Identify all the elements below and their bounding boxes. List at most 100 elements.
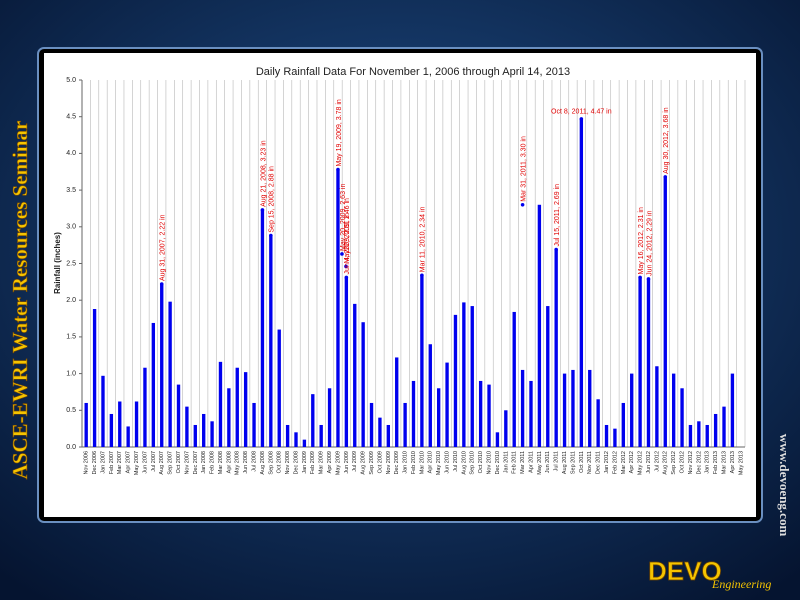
x-tick-label: Dec 2007 [193,451,199,475]
bar [353,303,357,447]
y-tick-label: 0.5 [66,407,76,414]
annotation-point [663,175,668,179]
bar [445,362,449,447]
x-tick-label: Feb 2013 [713,451,719,474]
x-tick-label: Jul 2012 [654,451,660,472]
y-tick-label: 1.5 [66,334,76,341]
bar [92,309,97,447]
x-tick-label: Nov 2006 [84,451,90,475]
annotation: Jun 24, 2012, 2.29 in [646,210,653,275]
bar [638,277,642,447]
y-tick-label: 2.0 [66,297,76,304]
bar [260,209,265,447]
bar [101,375,105,447]
x-tick-label: Feb 2008 [210,451,216,474]
bar [655,366,659,447]
bar [428,344,432,447]
bar [277,329,281,447]
bar [436,388,441,447]
x-tick-label: Feb 2007 [109,451,115,474]
bar [663,176,667,447]
bar [243,372,248,447]
x-tick-label: Jan 2010 [403,451,409,474]
bar [630,373,634,447]
annotation: May 19, 2009, 3.78 in [336,99,343,166]
x-tick-label: Apr 2012 [629,451,635,473]
x-tick-label: May 2007 [134,451,140,475]
x-tick-label: Jun 2009 [344,451,350,474]
x-tick-label: Feb 2010 [411,451,417,474]
x-tick-label: Apr 2008 [226,451,232,473]
y-tick-label: 2.5 [66,260,76,267]
bar [705,424,709,447]
x-tick-label: Jun 2007 [142,451,148,474]
website: www.devoeng.com [777,434,792,537]
x-tick-label: Sep 2011 [570,451,576,474]
y-tick-label: 3.0 [66,224,76,231]
bar [411,380,416,447]
bar [118,401,122,447]
bar [269,235,273,447]
bar [311,394,315,447]
annotation-point [579,117,584,121]
bar [596,399,600,447]
bar [697,421,701,447]
bar [529,380,533,447]
x-tick-label: Mar 2007 [117,451,123,474]
x-tick-label: Jan 2009 [302,451,308,474]
bar [336,169,340,447]
y-tick-label: 4.0 [66,150,76,157]
annotation-point [340,252,344,256]
annotation: Aug 30, 2012, 3.68 in [663,107,670,174]
bar [378,417,382,447]
bar [168,301,172,447]
bar [722,406,726,447]
x-tick-label: Sep 2009 [369,451,375,475]
annotation-point [344,275,349,280]
bar [571,369,575,447]
bar [520,369,525,447]
x-tick-label: Feb 2009 [310,451,316,474]
x-tick-label: Oct 2008 [277,451,283,473]
annotation: Aug 31, 2007, 2.22 in [160,214,167,281]
bar [453,314,458,447]
annotation-point [638,275,642,280]
x-tick-label: Jul 2008 [251,451,257,472]
bar [495,432,500,447]
x-tick-label: Mar 2012 [621,451,627,474]
x-tick-label: Jan 2008 [201,451,207,474]
y-axis-label: Rainfall (inches) [53,232,62,294]
x-tick-label: Apr 2007 [126,451,132,473]
bar [193,424,197,447]
bar [302,439,307,447]
x-tick-label: Jun 2011 [545,451,551,473]
bar [562,373,567,447]
bar [420,275,424,447]
logo: DEVO [648,556,722,586]
bar [487,384,491,447]
annotation: Aug 21, 2008, 3.23 in [260,140,267,207]
x-tick-label: Aug 2010 [461,451,467,475]
bar [134,401,139,447]
bar [613,428,617,447]
y-tick-label: 4.5 [66,114,76,121]
y-tick-label: 1.0 [66,370,76,377]
x-tick-label: Apr 2009 [327,451,333,473]
x-tick-label: Mar 2010 [419,451,425,474]
x-tick-label: Dec 2008 [293,451,299,475]
x-tick-label: Jun 2010 [445,451,451,474]
x-tick-label: Jul 2007 [151,451,157,472]
bar [210,421,214,447]
bar [470,306,474,447]
bar [386,424,391,447]
bar [202,413,206,447]
bar [285,424,290,447]
bar [537,204,542,447]
bar [235,367,239,447]
x-tick-label: Nov 2008 [285,451,291,475]
bar [688,424,693,447]
x-tick-label: Jul 2011 [554,451,560,471]
bar [84,402,88,447]
x-tick-label: Dec 2012 [696,451,702,475]
bar [126,426,130,447]
